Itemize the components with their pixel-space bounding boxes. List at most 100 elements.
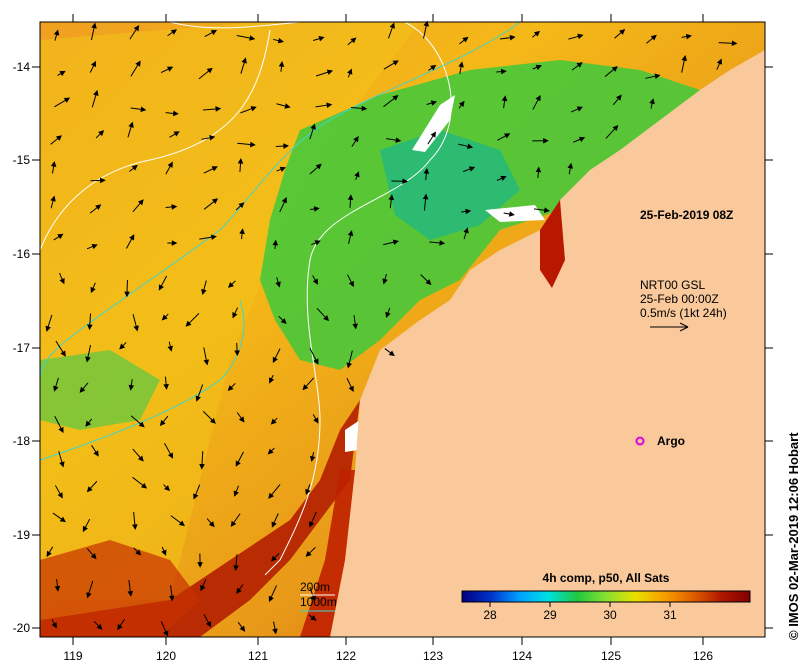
- current-vector-head: [161, 549, 167, 556]
- current-vector-head: [353, 135, 359, 143]
- current-vector-head: [53, 29, 60, 36]
- current-vector-head: [128, 384, 135, 391]
- current-vector-head: [90, 553, 97, 560]
- current-vector-head: [59, 516, 66, 523]
- y-axis: -14 -15 -16 -17 -18 -19 -20: [13, 60, 773, 635]
- current-vector-head: [85, 420, 92, 427]
- current-vector-head: [731, 40, 738, 47]
- current-vector-head: [86, 592, 92, 599]
- current-vector-head: [215, 106, 222, 112]
- current-vector-head: [654, 73, 661, 79]
- argo-float-icon: [635, 436, 645, 446]
- current-vector-head: [170, 29, 178, 35]
- current-vector-head: [135, 60, 141, 67]
- current-vector-head: [164, 485, 171, 492]
- x-axis: 119 120 121 122 123 124 125 126: [63, 14, 713, 663]
- current-source-label: NRT00 GSL: [640, 278, 705, 292]
- current-vector-head: [249, 141, 256, 148]
- current-vector-head: [161, 314, 168, 321]
- current-vector-head: [271, 521, 277, 528]
- current-vector-head: [172, 110, 179, 117]
- current-vector-head: [203, 359, 210, 366]
- current-vector-head: [392, 60, 399, 66]
- current-vector-head: [310, 123, 316, 130]
- current-vector-head: [206, 67, 213, 74]
- current-vector-head: [133, 325, 139, 332]
- current-vector-head: [281, 197, 287, 204]
- current-vector-head: [577, 33, 584, 40]
- current-vector-head: [93, 450, 99, 457]
- current-vector-head: [59, 278, 65, 285]
- current-vector-head: [138, 421, 145, 428]
- current-vector-head: [543, 137, 549, 144]
- current-vector-head: [361, 105, 368, 112]
- current-vector-head: [312, 278, 319, 285]
- current-vector-head: [425, 279, 432, 286]
- current-vector-head: [239, 625, 246, 632]
- x-tick-label: 122: [336, 649, 356, 663]
- current-vector-head: [46, 550, 52, 557]
- current-vector-head: [96, 623, 103, 630]
- current-vector-head: [197, 562, 203, 568]
- sst-cool-core: [380, 130, 520, 240]
- current-vector-head: [237, 157, 244, 164]
- current-vector-head: [59, 461, 65, 468]
- current-vector-head: [137, 199, 144, 206]
- current-vector-head: [395, 137, 402, 143]
- y-tick-label: -15: [13, 153, 31, 167]
- cloud-gap: [345, 420, 360, 452]
- current-vector-head: [209, 417, 216, 424]
- current-vector-head: [309, 455, 316, 462]
- x-tick-label: 121: [248, 649, 268, 663]
- current-vector-head: [232, 312, 238, 319]
- current-vector-head: [98, 130, 105, 137]
- current-vector-head: [234, 350, 240, 357]
- current-vectors: [45, 20, 738, 637]
- current-vector-head: [135, 549, 142, 556]
- current-vector-head: [346, 362, 352, 369]
- current-vector-head: [354, 171, 360, 178]
- current-vector-head: [509, 34, 516, 41]
- current-vector-head: [423, 20, 429, 27]
- current-vector-head: [504, 133, 511, 139]
- current-vector-head: [166, 66, 174, 72]
- current-vector-head: [650, 34, 657, 41]
- current-vector-head: [90, 286, 96, 294]
- current-vector-head: [347, 68, 353, 75]
- current-vector-head: [208, 521, 215, 528]
- current-vector-head: [195, 395, 201, 402]
- current-vector-head: [241, 57, 247, 64]
- current-vector-head: [305, 550, 312, 557]
- current-vector-head: [508, 211, 515, 217]
- current-vector-head: [63, 97, 71, 103]
- y-tick-label: -17: [13, 341, 31, 355]
- current-vector-head: [463, 227, 469, 234]
- current-vector-head: [199, 463, 205, 470]
- current-vector-head: [270, 555, 277, 562]
- current-vector-head: [238, 202, 245, 209]
- current-vector-head: [649, 98, 655, 105]
- current-vector-head: [423, 167, 430, 174]
- current-vector-head: [302, 384, 309, 391]
- current-vector-head: [284, 103, 291, 109]
- current-vector-head: [169, 595, 175, 602]
- current-vector-head: [268, 492, 274, 499]
- current-vector-head: [158, 284, 164, 291]
- current-vector-head: [422, 193, 429, 200]
- current-vector-head: [210, 29, 218, 36]
- current-vector-head: [79, 386, 86, 393]
- current-vector-head: [205, 621, 212, 628]
- current-vector-head: [227, 282, 234, 288]
- cloud-gap: [412, 95, 455, 152]
- current-vector-head: [388, 350, 395, 357]
- current-vector-head: [60, 350, 66, 357]
- current-vector-head: [543, 207, 550, 214]
- current-vector-head: [171, 240, 178, 246]
- current-vector-head: [200, 584, 206, 592]
- current-vector-head: [352, 323, 358, 330]
- colorbar: [461, 590, 751, 603]
- current-vector-head: [193, 493, 199, 500]
- current-vector-head: [392, 239, 399, 246]
- current-vector-head: [238, 416, 245, 423]
